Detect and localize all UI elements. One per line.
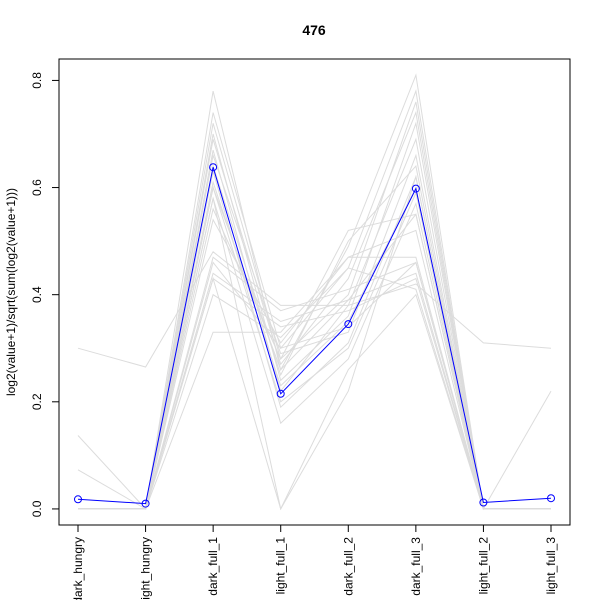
background-series-group xyxy=(77,73,552,511)
y-tick-label-0.6: 0.6 xyxy=(30,179,44,196)
x-tick-label-light_full_3: light_full_3 xyxy=(544,537,558,595)
background-series-line-24 xyxy=(77,185,552,511)
x-tick-label-dark_full_3: dark_full_3 xyxy=(409,537,423,596)
background-series-line-17 xyxy=(78,277,551,510)
y-tick-label-0.4: 0.4 xyxy=(30,286,44,303)
background-series-line-7 xyxy=(78,153,551,510)
data-point-dark_hungry xyxy=(74,495,82,504)
y-tick-label-0.2: 0.2 xyxy=(30,393,44,410)
background-series-line-1 xyxy=(78,73,551,510)
background-series-line-18 xyxy=(78,267,551,510)
x-tick-label-light_full_1: light_full_1 xyxy=(274,537,288,595)
background-series-line-23 xyxy=(77,276,551,511)
y-tick-label-0.0: 0.0 xyxy=(30,500,44,517)
y-axis-label: log2(value+1)/sqrt(sum(log2(value+1))) xyxy=(4,188,18,396)
y-axis: 0.0 0.2 0.4 0.6 0.8 xyxy=(30,72,59,517)
highlighted-series-line xyxy=(77,167,552,505)
background-series-line-20 xyxy=(78,261,551,510)
x-tick-label-dark_full_2: dark_full_2 xyxy=(341,537,355,596)
background-series-line-6 xyxy=(78,137,551,510)
x-axis: dark_hungry light_hungry dark_full_1 light_… xyxy=(71,525,558,600)
background-series-line-19 xyxy=(78,256,551,510)
x-tick-label-dark_hungry: dark_hungry xyxy=(71,537,85,600)
background-series-line-10 xyxy=(78,180,551,510)
x-tick-label-dark_full_1: dark_full_1 xyxy=(206,537,220,596)
data-point-dark_full_3 xyxy=(411,184,420,193)
chart-title: 476 xyxy=(302,22,326,38)
data-point-light_hungry xyxy=(141,499,150,508)
background-series-line-4 xyxy=(78,121,551,510)
x-tick-label-light_full_2: light_full_2 xyxy=(476,537,490,595)
data-point-light_full_3 xyxy=(547,494,555,503)
data-point-light_full_1 xyxy=(276,389,285,398)
y-tick-label-0.8: 0.8 xyxy=(30,72,44,89)
data-point-light_full_2 xyxy=(479,498,488,507)
data-point-dark_full_2 xyxy=(344,320,353,329)
background-series-line-22 xyxy=(77,251,552,368)
highlighted-series-group xyxy=(74,163,555,508)
x-tick-label-light_hungry: light_hungry xyxy=(139,537,153,600)
background-series-line-14 xyxy=(78,218,551,510)
plot-frame xyxy=(58,58,571,526)
data-point-dark_full_1 xyxy=(209,163,218,172)
